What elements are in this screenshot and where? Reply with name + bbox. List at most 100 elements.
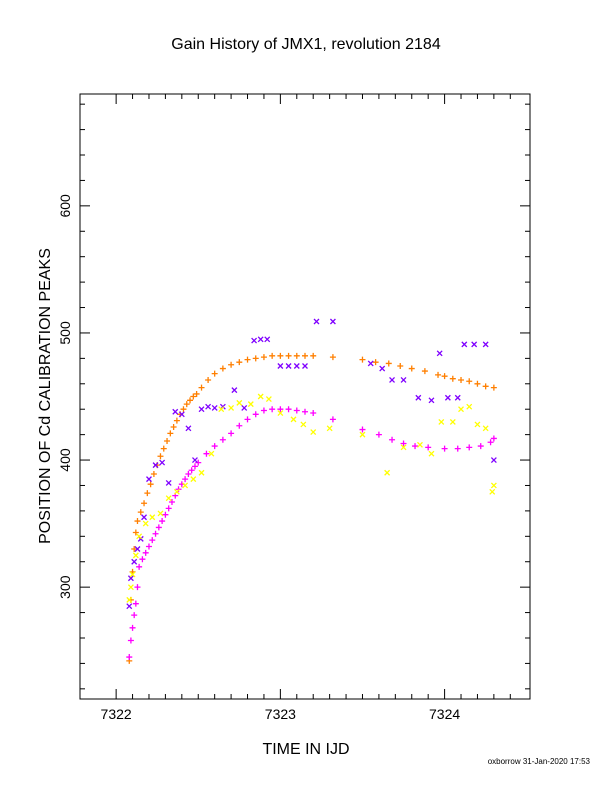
- data-point-series-4: [218, 406, 225, 413]
- x-tick-label: 7324: [429, 706, 460, 722]
- x-tick-label: 7322: [101, 706, 132, 722]
- data-point-series-4: [190, 476, 197, 483]
- data-point-series-4: [490, 482, 497, 489]
- data-point-series-2: [211, 443, 218, 450]
- data-point-series-2: [302, 408, 308, 415]
- data-point-series-1: [474, 380, 481, 387]
- data-point-series-1: [193, 390, 200, 397]
- data-point-series-1: [132, 529, 139, 536]
- data-point-series-4: [265, 396, 272, 403]
- data-point-series-1: [157, 453, 164, 460]
- data-point-series-4: [326, 425, 333, 432]
- footer-timestamp: oxborrow 31-Jan-2020 17:53: [487, 757, 590, 766]
- data-point-series-3: [198, 406, 205, 413]
- data-point-series-2: [127, 637, 134, 644]
- data-point-series-2: [310, 410, 317, 417]
- data-point-series-1: [277, 352, 284, 359]
- data-point-series-3: [211, 404, 218, 411]
- data-point-series-3: [379, 365, 386, 372]
- data-point-series-4: [142, 520, 149, 527]
- data-point-series-1: [137, 509, 144, 516]
- data-point-series-1: [421, 368, 428, 375]
- data-point-series-3: [192, 457, 198, 464]
- data-point-series-1: [490, 384, 497, 391]
- data-point-series-1: [170, 424, 177, 431]
- y-tick-label: 300: [57, 575, 73, 599]
- data-point-series-2: [155, 524, 162, 531]
- data-point-series-1: [144, 490, 151, 497]
- data-point-series-2: [132, 600, 139, 607]
- data-point-series-3: [444, 394, 451, 401]
- data-point-series-1: [141, 500, 148, 507]
- data-point-series-4: [359, 431, 366, 438]
- data-point-series-3: [285, 363, 292, 369]
- data-point-series-4: [482, 425, 489, 432]
- data-point-series-4: [127, 584, 134, 591]
- data-point-series-2: [412, 443, 419, 450]
- data-point-series-1: [167, 430, 174, 437]
- data-point-series-1: [198, 384, 205, 391]
- y-axis-label: POSITION OF Cd CALIBRATION PEAKS: [37, 248, 54, 544]
- data-point-series-3: [293, 363, 300, 369]
- data-point-series-1: [211, 370, 218, 377]
- data-point-series-1: [160, 445, 167, 452]
- data-point-series-4: [257, 393, 264, 400]
- data-point-series-3: [127, 575, 134, 582]
- data-point-series-4: [310, 429, 317, 436]
- data-point-series-3: [141, 514, 148, 521]
- data-point-series-1: [244, 356, 251, 363]
- data-point-series-1: [173, 417, 180, 424]
- data-marks: [126, 318, 497, 664]
- axis-ticks: 7322 7323 7324 300 400 500 600: [57, 94, 530, 722]
- data-point-series-2: [400, 440, 407, 447]
- data-point-series-1: [329, 354, 336, 361]
- data-point-series-2: [285, 406, 292, 413]
- data-point-series-2: [134, 584, 141, 591]
- data-point-series-2: [375, 431, 382, 438]
- data-point-series-4: [247, 401, 254, 408]
- data-point-series-4: [458, 406, 464, 413]
- data-point-series-4: [182, 482, 189, 489]
- data-point-series-1: [187, 397, 194, 404]
- data-point-series-1: [458, 376, 465, 383]
- data-point-series-1: [190, 393, 197, 400]
- data-point-series-2: [152, 530, 159, 537]
- data-point-series-2: [441, 445, 448, 452]
- data-point-series-1: [310, 352, 317, 359]
- data-point-series-3: [205, 403, 212, 410]
- data-point-series-3: [146, 476, 152, 483]
- data-point-series-3: [134, 546, 141, 552]
- x-axis-label: TIME IN IJD: [262, 741, 349, 758]
- data-point-series-2: [466, 444, 473, 451]
- y-tick-label: 400: [57, 448, 73, 472]
- data-point-series-3: [241, 404, 248, 411]
- data-point-series-3: [264, 336, 271, 343]
- data-point-series-3: [461, 341, 468, 348]
- data-point-series-1: [228, 361, 235, 368]
- data-point-series-1: [372, 359, 379, 366]
- data-point-series-3: [131, 558, 138, 565]
- data-point-series-2: [188, 467, 195, 474]
- data-point-series-2: [260, 407, 267, 414]
- data-point-series-4: [173, 488, 180, 495]
- data-point-series-2: [129, 624, 136, 631]
- data-point-series-1: [435, 371, 442, 378]
- data-point-series-2: [142, 549, 149, 556]
- data-point-series-4: [428, 450, 435, 457]
- data-point-series-3: [185, 425, 192, 432]
- plot-frame: [79, 93, 531, 700]
- data-point-series-4: [417, 441, 423, 448]
- data-point-series-2: [126, 654, 133, 661]
- data-point-series-1: [449, 375, 456, 382]
- data-point-series-1: [260, 354, 267, 361]
- data-point-series-2: [165, 505, 172, 512]
- y-tick-label: 600: [57, 194, 73, 218]
- data-point-series-3: [454, 394, 461, 401]
- data-point-series-4: [384, 469, 391, 476]
- data-point-series-1: [441, 373, 448, 380]
- data-point-series-2: [477, 443, 484, 450]
- data-point-series-2: [139, 556, 146, 563]
- data-point-series-1: [219, 365, 226, 372]
- data-point-series-3: [257, 336, 264, 343]
- data-point-series-2: [168, 498, 175, 505]
